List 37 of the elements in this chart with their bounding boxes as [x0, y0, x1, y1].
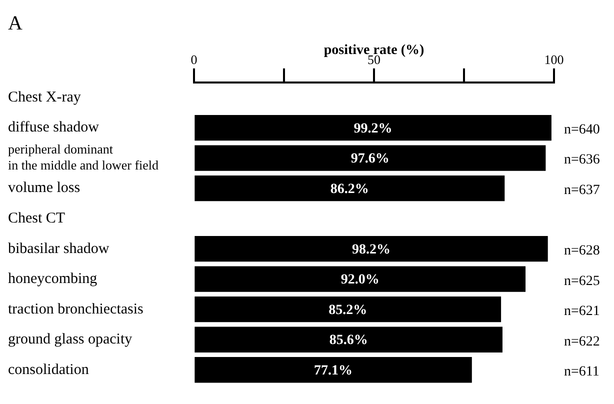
bar [194, 236, 548, 262]
data-label: 86.2% [330, 182, 369, 197]
y-tick-label: traction bronchiectasis [8, 301, 144, 318]
y-tick-label: honeycombing [8, 271, 98, 288]
text: n=636 [564, 152, 600, 168]
data-label: 92.0% [340, 272, 380, 288]
text: n=625 [564, 274, 600, 289]
y-tick-label: Chest X-ray [8, 89, 82, 106]
bar [194, 266, 526, 292]
bar [194, 145, 546, 171]
data-label: 85.6% [329, 333, 368, 348]
text: n=621 [564, 304, 600, 320]
data-label: 85.2% [328, 302, 368, 318]
text: n=628 [564, 244, 600, 258]
bar [194, 326, 502, 352]
y-tick-label: bibasilar shadow [8, 240, 110, 257]
bar [194, 114, 552, 141]
text: n=611 [564, 364, 600, 380]
y-tick-label: consolidation [8, 362, 90, 378]
data-label: 99.2% [354, 121, 392, 136]
data-label: 97.6% [350, 152, 390, 167]
text: A [8, 12, 23, 34]
bar [194, 296, 502, 322]
bar [194, 357, 472, 383]
y-tick-label: diffuse shadow [8, 120, 100, 136]
y-tick-label: ground glass opacity [8, 332, 133, 348]
text: n=637 [564, 182, 600, 198]
bar [194, 175, 505, 202]
y-tick-label: Chest CT [8, 210, 66, 227]
x-tick-label: 0 [190, 52, 198, 68]
y-tick-label: peripheral dominant in the middle and lower field [8, 142, 160, 172]
x-tick-label: 100 [544, 52, 564, 68]
text: n=640 [564, 122, 600, 138]
y-tick-label: volume loss [8, 180, 80, 196]
data-label: 77.1% [314, 363, 353, 378]
data-label: 98.2% [352, 242, 391, 258]
text: n=622 [564, 334, 600, 350]
